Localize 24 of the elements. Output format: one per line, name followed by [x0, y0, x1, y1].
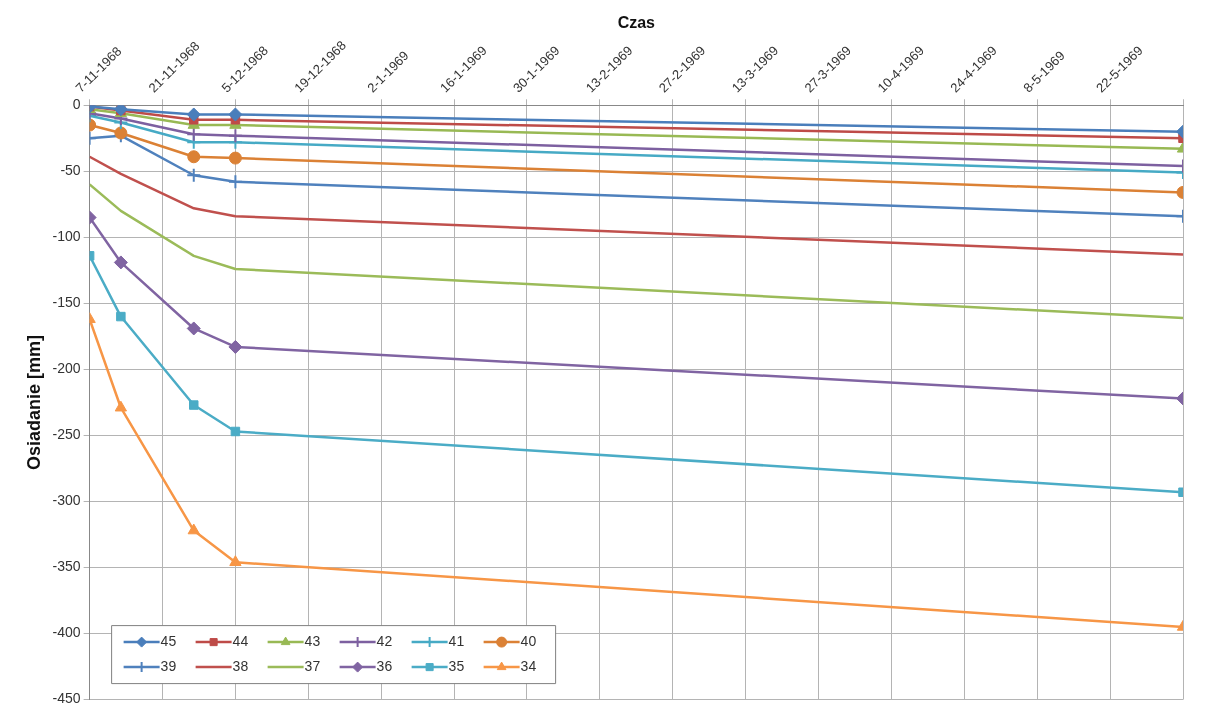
y-tick-label: 0 [72, 96, 81, 113]
y-axis-title: Osiadanie [mm] [23, 334, 44, 470]
legend-label: 42 [376, 632, 393, 649]
x-axis-title: Czas [617, 14, 656, 32]
legend-label: 43 [304, 632, 321, 649]
legend-label: 41 [448, 632, 465, 649]
legend-label: 35 [448, 657, 465, 674]
y-tick-label: -150 [52, 294, 81, 311]
legend-label: 36 [376, 657, 393, 674]
y-tick-label: -300 [52, 492, 81, 509]
y-tick-label: -100 [52, 228, 81, 245]
legend-label: 34 [520, 657, 537, 674]
legend-label: 40 [520, 632, 537, 649]
legend-label: 38 [232, 657, 249, 674]
y-tick-label: -350 [52, 558, 81, 575]
y-tick-label: -200 [52, 360, 81, 377]
legend-label: 45 [160, 632, 177, 649]
y-tick-label: -400 [52, 624, 81, 641]
legend-label: 37 [304, 657, 321, 674]
y-tick-label: -450 [52, 690, 81, 707]
y-tick-label: -50 [60, 162, 81, 179]
y-tick-label: -250 [52, 426, 81, 443]
legend-label: 39 [160, 657, 177, 674]
legend-label: 44 [232, 632, 249, 649]
